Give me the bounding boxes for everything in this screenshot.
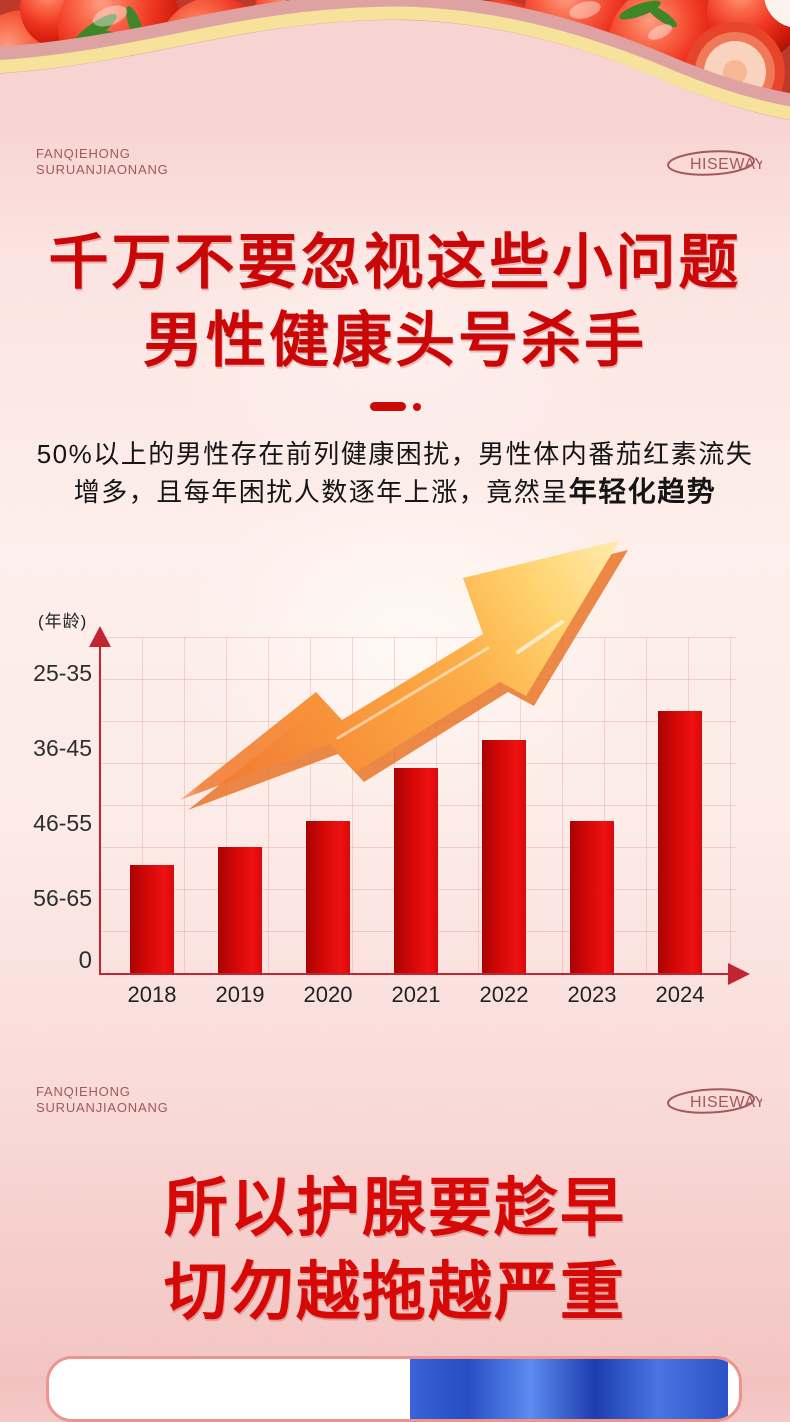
brand-line1: FANQIEHONG bbox=[36, 146, 131, 161]
subtitle-line1: 50%以上的男性存在前列健康困扰，男性体内番茄红素流失 bbox=[36, 439, 754, 469]
hiseway-logo: HISEWAY bbox=[667, 150, 762, 176]
x-axis-arrow-icon bbox=[728, 963, 750, 985]
title-line2: 男性健康头号杀手 bbox=[143, 307, 647, 374]
bar-2024 bbox=[658, 711, 702, 975]
x-tick-label: 2019 bbox=[215, 982, 265, 1007]
y-tick-label: 36-45 bbox=[33, 735, 92, 761]
subtitle-bold: 年轻化趋势 bbox=[568, 476, 717, 507]
y-tick-label: 25-35 bbox=[33, 660, 92, 686]
title-line1: 千万不要忽视这些小问题 bbox=[48, 229, 742, 296]
bar-2020 bbox=[306, 821, 350, 975]
logo-ellipse-icon bbox=[667, 150, 755, 176]
y-tick-label: 46-55 bbox=[33, 810, 92, 836]
x-axis-line bbox=[99, 973, 733, 975]
brand-line1: FANQIEHONG bbox=[36, 1084, 131, 1099]
bar-2018 bbox=[130, 865, 174, 975]
brand-line2: SURUANJIAONANG bbox=[36, 1100, 169, 1115]
yellow-wave-band bbox=[0, 6, 790, 120]
brand-wordmark: FANQIEHONG SURUANJIAONANG bbox=[36, 146, 169, 178]
subtitle-text: 50%以上的男性存在前列健康困扰，男性体内番茄红素流失 增多，且每年困扰人数逐年… bbox=[0, 436, 790, 511]
bar-2021 bbox=[394, 768, 438, 975]
brand-line2: SURUANJIAONANG bbox=[36, 162, 169, 177]
product-card[interactable] bbox=[46, 1356, 742, 1422]
x-tick-label: 2018 bbox=[127, 982, 177, 1007]
x-tick-label: 2022 bbox=[479, 982, 529, 1007]
trend-arrow-icon bbox=[180, 540, 628, 810]
bar-2022 bbox=[482, 740, 526, 975]
origin-tick-label: 0 bbox=[78, 947, 92, 974]
product-image bbox=[410, 1359, 728, 1419]
brand-row-bottom: FANQIEHONG SURUANJIAONANG HISEWAY bbox=[36, 1084, 762, 1116]
x-tick-label: 2024 bbox=[655, 982, 705, 1007]
page-title: 千万不要忽视这些小问题 男性健康头号杀手 bbox=[0, 224, 790, 380]
subtitle-line2: 增多，且每年困扰人数逐年上涨，竟然呈年轻化趋势 bbox=[73, 476, 717, 507]
y-tick-label: 56-65 bbox=[33, 885, 92, 911]
y-axis-arrow-icon bbox=[89, 626, 111, 647]
logo-text: HISEWAY bbox=[690, 156, 762, 173]
page-wave bbox=[0, 20, 790, 135]
logo-text: HISEWAY bbox=[690, 1094, 762, 1111]
footer-title-line2: 切勿越拖越严重 bbox=[164, 1256, 626, 1328]
title-divider bbox=[0, 402, 790, 411]
bar-2019 bbox=[218, 847, 262, 975]
brand-row-top: FANQIEHONG SURUANJIAONANG HISEWAY bbox=[36, 146, 762, 178]
x-tick-label: 2020 bbox=[303, 982, 353, 1007]
hiseway-logo: HISEWAY bbox=[667, 1088, 762, 1114]
divider-dot-icon bbox=[412, 402, 421, 411]
y-axis-title: (年龄) bbox=[38, 612, 88, 631]
tomato-banner-image bbox=[0, 0, 790, 135]
footer-title-line1: 所以护腺要趁早 bbox=[164, 1172, 626, 1244]
divider-dash-icon bbox=[369, 402, 406, 411]
brand-wordmark: FANQIEHONG SURUANJIAONANG bbox=[36, 1084, 169, 1116]
x-tick-label: 2021 bbox=[391, 982, 441, 1007]
footer-title: 所以护腺要趁早 切勿越拖越严重 bbox=[0, 1166, 790, 1334]
x-tick-label: 2023 bbox=[567, 982, 617, 1007]
bar-2023 bbox=[570, 821, 614, 975]
logo-ellipse-icon bbox=[667, 1088, 755, 1114]
y-axis-line bbox=[99, 645, 101, 975]
